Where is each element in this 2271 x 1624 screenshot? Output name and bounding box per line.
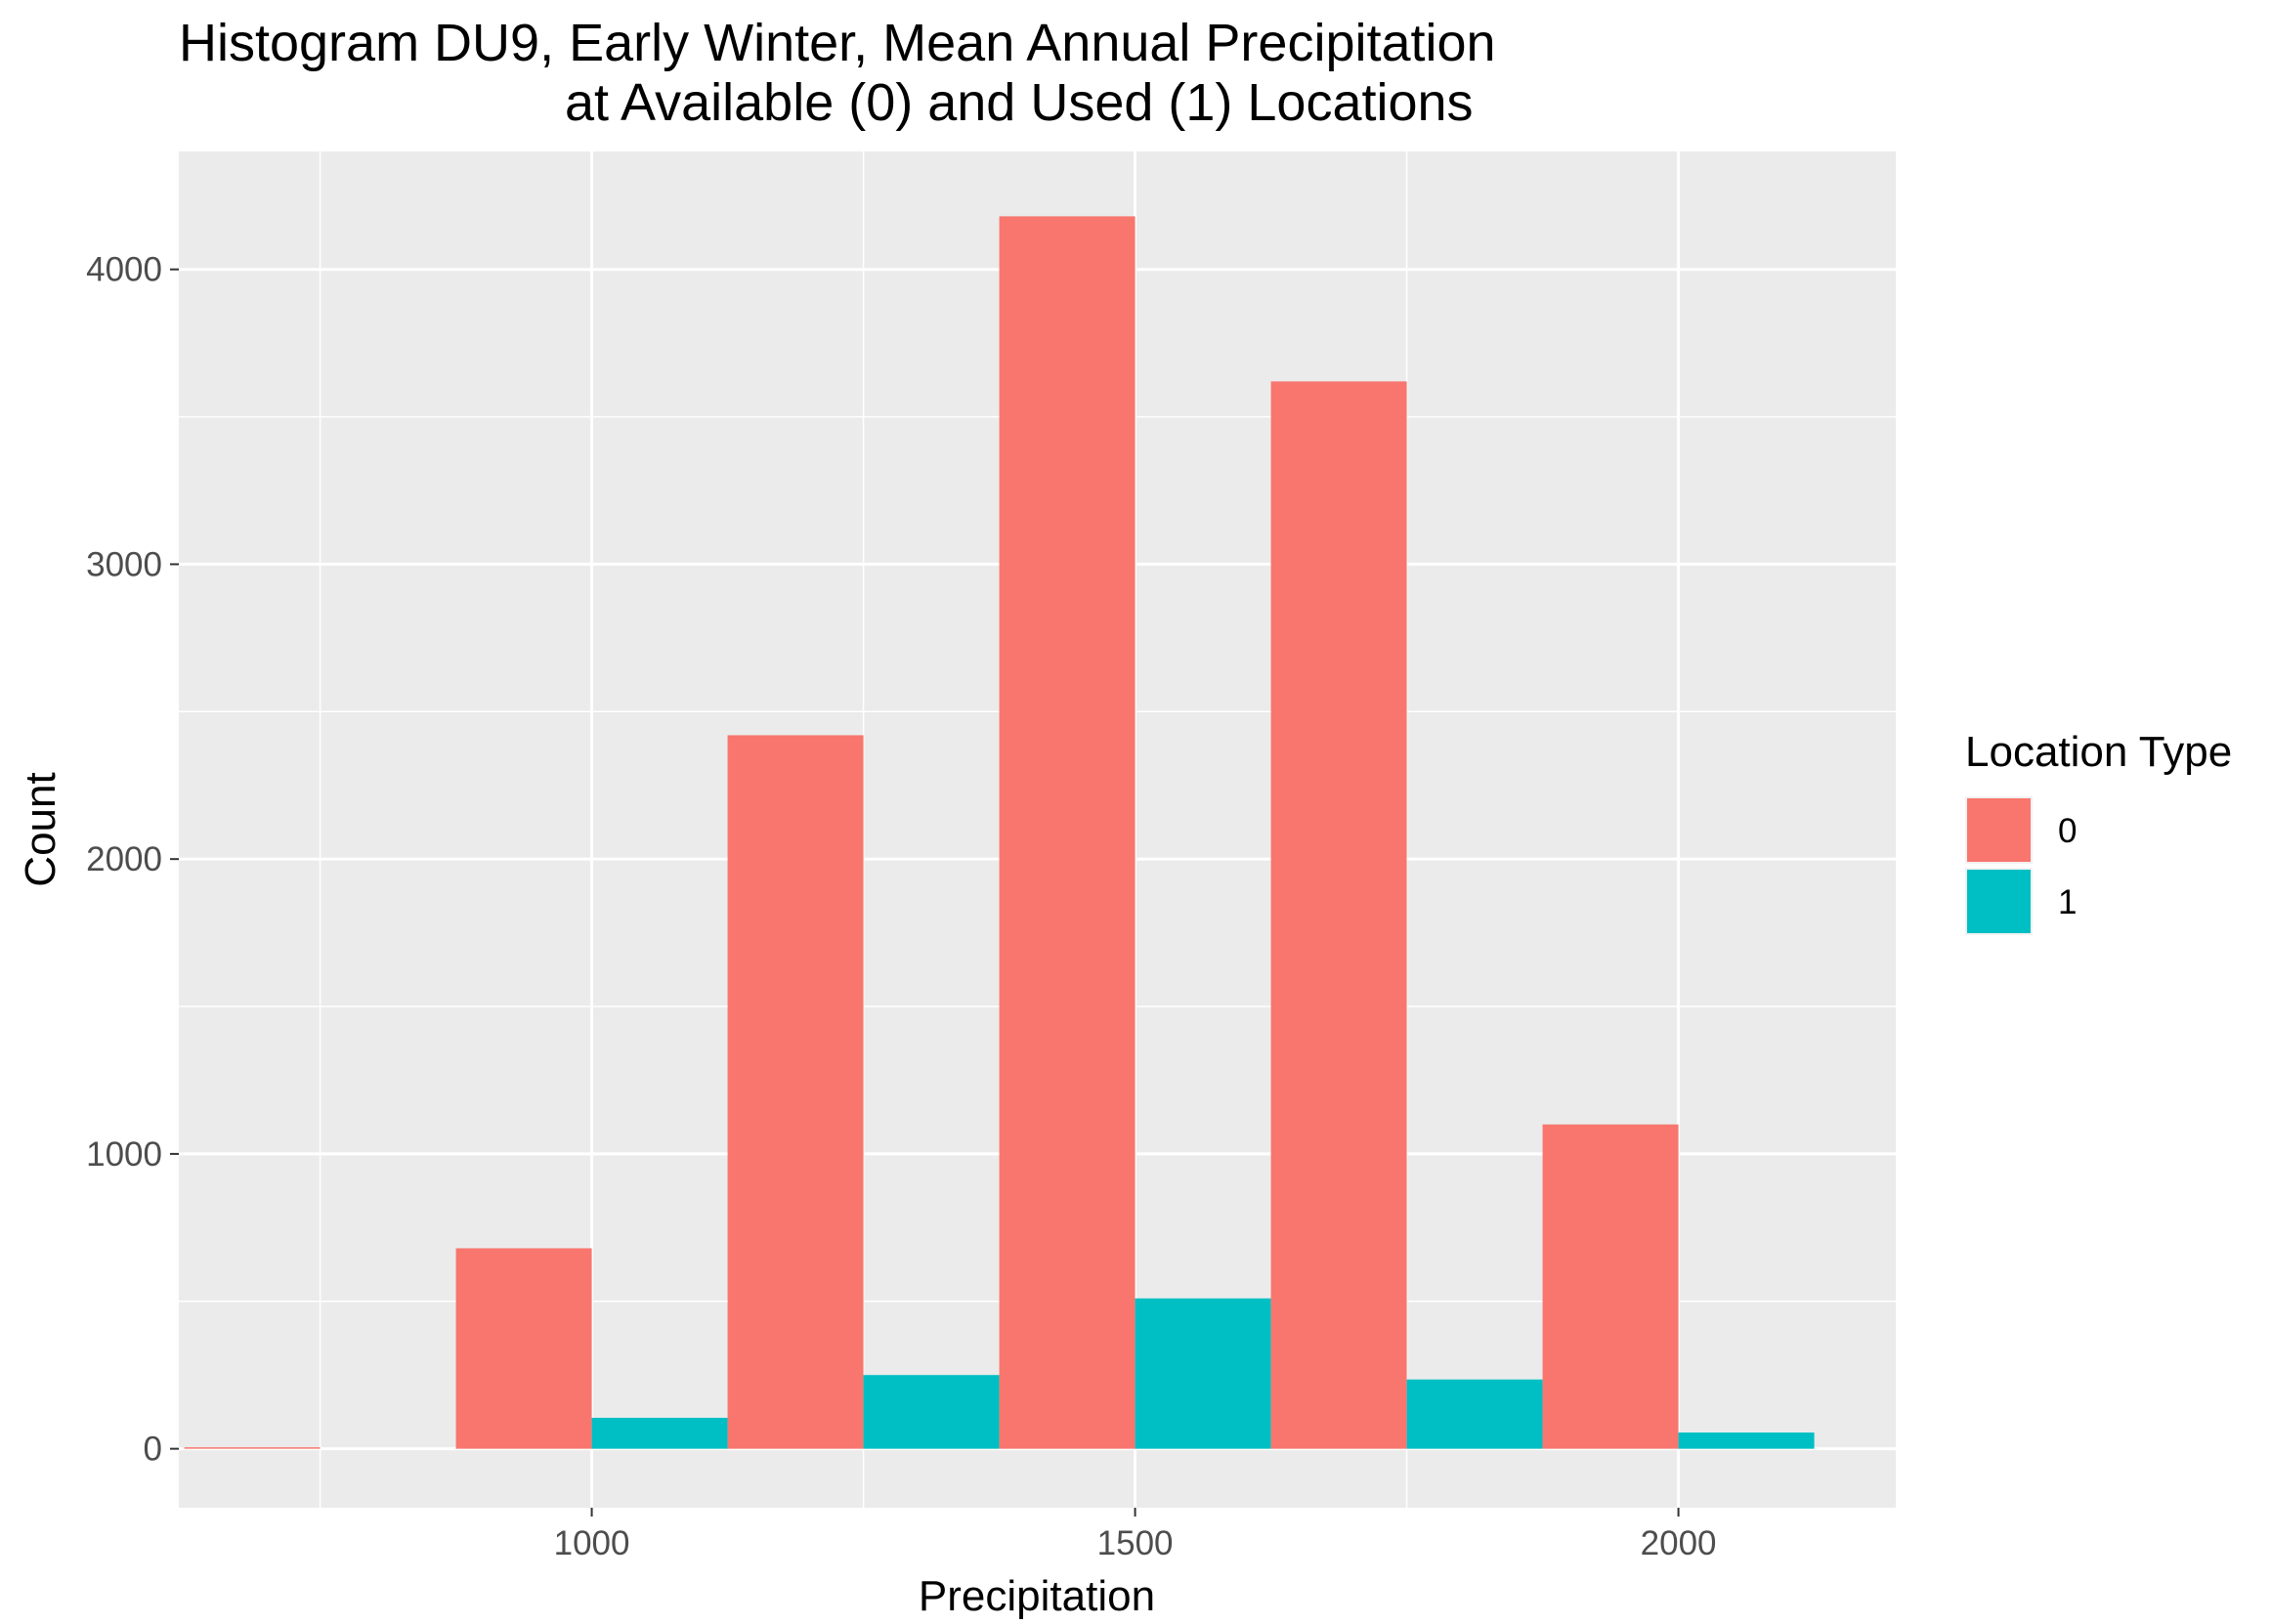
y-tick-label: 2000 [86, 840, 162, 878]
bar-series-1-bin-4 [1135, 1298, 1271, 1449]
legend-title: Location Type [1965, 728, 2232, 776]
legend-items: 01 [1965, 796, 2077, 935]
bar-series-0-bin-6 [1542, 1124, 1679, 1449]
x-axis-ticks: 1000 1500 2000 [554, 1508, 1717, 1562]
x-tick-label: 1500 [1097, 1524, 1174, 1562]
bar-series-1-bin-3 [863, 1375, 1000, 1449]
y-tick-label: 1000 [86, 1135, 162, 1174]
bar-series-0-bin-1 [184, 1447, 321, 1449]
legend-label-1: 1 [2058, 883, 2077, 921]
bar-series-0-bin-2 [455, 1248, 592, 1449]
y-axis-title: Count [17, 772, 64, 886]
bar-series-1-bin-6 [1678, 1432, 1815, 1449]
x-axis-title: Precipitation [919, 1572, 1155, 1620]
x-tick-label: 2000 [1641, 1524, 1717, 1562]
legend-swatch-1 [1967, 870, 2031, 933]
y-tick-label: 0 [144, 1431, 162, 1469]
y-tick-label: 3000 [86, 545, 162, 583]
legend: Location Type 01 [1965, 728, 2232, 935]
legend-swatch-0 [1967, 798, 2031, 862]
y-axis-ticks: 0 1000 2000 3000 4000 [86, 251, 179, 1469]
bar-series-1-bin-2 [591, 1417, 728, 1449]
bars [184, 216, 1815, 1449]
legend-label-0: 0 [2058, 812, 2077, 850]
bar-series-0-bin-3 [727, 735, 864, 1449]
bar-series-1-bin-5 [1406, 1379, 1543, 1449]
bar-series-0-bin-5 [1270, 381, 1407, 1449]
bar-series-0-bin-4 [999, 216, 1136, 1449]
y-tick-label: 4000 [86, 251, 162, 289]
chart-title-line2: at Available (0) and Used (1) Locations [565, 73, 1474, 132]
chart-title-line1: Histogram DU9, Early Winter, Mean Annual… [179, 14, 1496, 72]
x-tick-label: 1000 [554, 1524, 630, 1562]
